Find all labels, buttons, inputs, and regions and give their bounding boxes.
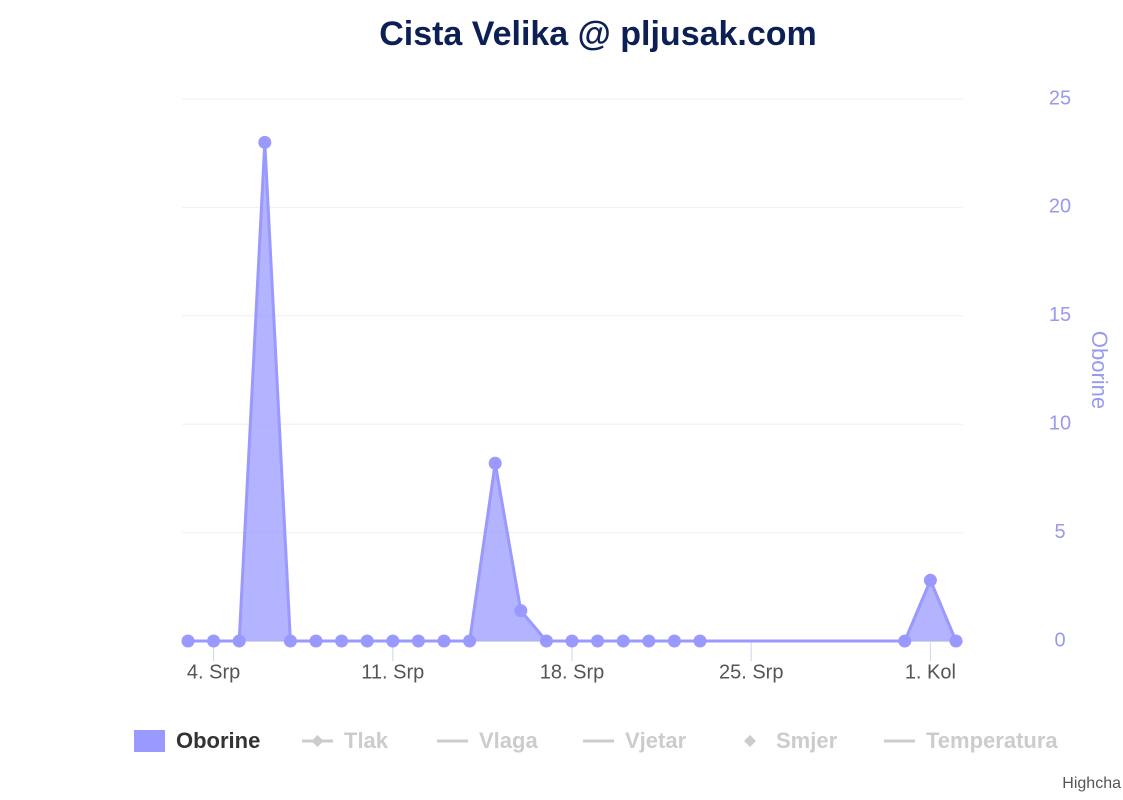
x-tick-label: 25. Srp xyxy=(719,661,783,683)
data-point xyxy=(232,634,246,648)
data-point xyxy=(258,135,272,149)
legend-label: Oborine xyxy=(176,728,260,753)
legend-symbol xyxy=(311,735,324,747)
y-tick-label: 0 xyxy=(1054,629,1065,651)
data-point xyxy=(514,604,528,618)
x-tick-label: 1. Kol xyxy=(905,661,956,683)
data-point xyxy=(539,634,553,648)
data-point xyxy=(565,634,579,648)
area-fill xyxy=(188,142,956,642)
data-point xyxy=(667,634,681,648)
legend-item[interactable]: Vjetar xyxy=(583,728,687,753)
data-point xyxy=(591,634,605,648)
y-tick-label: 15 xyxy=(1049,304,1071,326)
data-point xyxy=(463,634,477,648)
data-point xyxy=(923,573,937,587)
y-axis-title: Oborine xyxy=(1087,331,1112,409)
legend-symbol xyxy=(744,735,756,747)
data-point xyxy=(642,634,656,648)
legend-item[interactable]: Vlaga xyxy=(437,728,538,753)
data-point xyxy=(283,634,297,648)
x-tick-label: 4. Srp xyxy=(187,661,240,683)
data-point xyxy=(386,634,400,648)
y-tick-label: 5 xyxy=(1054,521,1065,543)
data-point xyxy=(207,634,221,648)
legend-label: Smjer xyxy=(776,728,838,753)
data-point xyxy=(411,634,425,648)
legend-label: Tlak xyxy=(344,728,389,753)
chart-title: Cista Velika @ pljusak.com xyxy=(379,15,817,53)
data-point xyxy=(693,634,707,648)
legend-label: Temperatura xyxy=(926,728,1058,753)
legend-label: Vlaga xyxy=(479,728,538,753)
y-tick-label: 25 xyxy=(1049,87,1071,109)
legend-item[interactable]: Tlak xyxy=(302,728,389,753)
x-tick-label: 18. Srp xyxy=(540,661,604,683)
data-point xyxy=(309,634,323,648)
data-point xyxy=(488,456,502,470)
legend-label: Vjetar xyxy=(625,728,687,753)
data-point xyxy=(898,634,912,648)
credits: Highcha xyxy=(1062,775,1121,792)
data-point xyxy=(181,634,195,648)
y-tick-label: 10 xyxy=(1049,412,1071,434)
y-tick-label: 20 xyxy=(1049,196,1071,218)
legend-item[interactable]: Oborine xyxy=(134,728,260,753)
data-point xyxy=(437,634,451,648)
legend-item[interactable]: Smjer xyxy=(744,728,838,753)
data-point xyxy=(949,634,963,648)
data-point xyxy=(335,634,349,648)
area-line xyxy=(188,140,958,643)
data-point xyxy=(360,634,374,648)
legend-symbol xyxy=(134,730,165,752)
data-point xyxy=(616,634,630,648)
legend-item[interactable]: Temperatura xyxy=(884,728,1058,753)
x-tick-label: 11. Srp xyxy=(361,661,424,683)
